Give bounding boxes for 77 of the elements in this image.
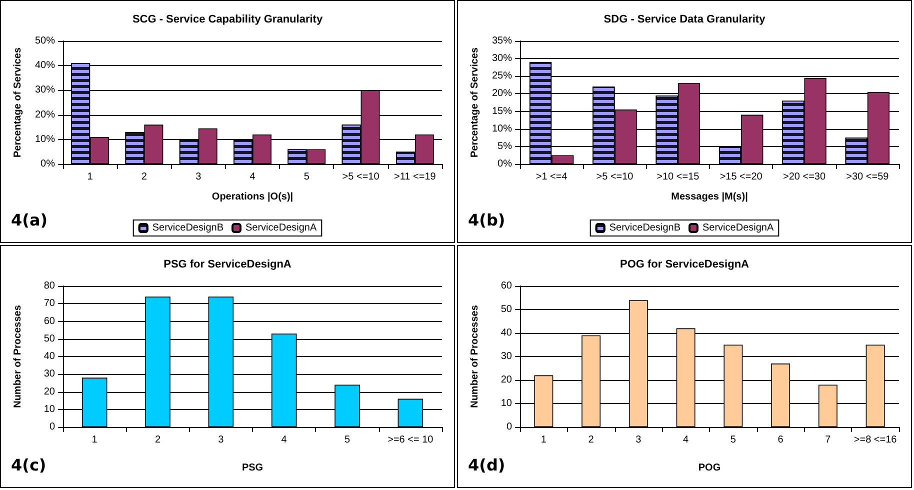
x-tick-label: >11 <=19: [394, 172, 436, 182]
y-tick-label: 40%: [34, 60, 56, 72]
y-tick-label: 10: [44, 404, 56, 415]
x-tick-label: >=6 <= 10: [388, 434, 434, 446]
y-tick-label: 10: [500, 398, 512, 409]
legend-label: ServiceDesignA: [246, 222, 317, 234]
y-tick-label: 15%: [492, 106, 512, 117]
x-tick-label: 3: [196, 172, 202, 182]
x-tick-label: 1: [92, 434, 98, 446]
y-axis-title: Percentage of Services: [470, 47, 480, 158]
chart-title: POG for ServiceDesignA: [620, 258, 750, 270]
legend-label: ServiceDesignA: [702, 222, 774, 234]
x-tick-label: >30 <=59: [846, 172, 890, 182]
x-tick-label: >=8 <=16: [854, 434, 898, 446]
y-tick-label: 20%: [34, 109, 56, 120]
y-tick-label: 60: [500, 280, 512, 292]
legend-label: ServiceDesignB: [609, 222, 681, 234]
y-tick-label: 5%: [498, 140, 512, 152]
y-tick-label: 30%: [34, 84, 56, 96]
y-tick-label: 0%: [40, 158, 56, 170]
x-tick-label: 4: [281, 434, 288, 446]
text: 4(d): [468, 456, 506, 474]
x-tick-label: >1 <=4: [536, 172, 568, 182]
y-tick-label: 40: [44, 351, 56, 362]
y-tick-label: 20: [500, 374, 512, 386]
y-tick-label: 0: [506, 422, 512, 432]
x-tick-label: 5: [344, 434, 350, 446]
x-tick-label: 2: [141, 172, 148, 182]
x-tick-label: 5: [730, 434, 736, 446]
x-tick-label: >15 <=20: [720, 172, 763, 182]
chart-title: PSG for ServiceDesignA: [164, 258, 292, 270]
y-tick-label: 70: [44, 298, 56, 310]
x-tick-label: 2: [154, 434, 161, 446]
y-tick-label: 80: [44, 280, 56, 292]
text: 4(b): [468, 210, 506, 230]
y-tick-label: 10%: [34, 134, 56, 145]
y-axis-title: Number of Processes: [470, 304, 480, 408]
chart-title: SCG - Service Capability Granularity: [132, 14, 324, 26]
y-tick-label: 30%: [492, 53, 512, 64]
x-tick-label: >10 <=15: [656, 172, 700, 182]
text: 4(c): [11, 456, 46, 474]
x-tick-label: >20 <=30: [782, 172, 826, 182]
x-tick-label: 1: [87, 172, 94, 182]
x-tick-label: 6: [778, 434, 784, 446]
x-axis-title: Messages |M(s)|: [671, 192, 748, 202]
x-tick-label: 5: [304, 172, 310, 182]
text: 4(a): [11, 210, 48, 230]
legend-label: ServiceDesignB: [152, 222, 224, 234]
y-tick-label: 10%: [492, 123, 512, 134]
x-tick-label: 3: [636, 434, 642, 446]
y-tick-label: 20%: [492, 88, 512, 100]
x-axis-title: Operations |O(s)|: [212, 192, 294, 202]
x-axis-title: POG: [698, 462, 721, 474]
y-tick-label: 25%: [492, 70, 512, 82]
y-axis-title: Percentage of Services: [12, 47, 24, 158]
x-tick-label: >5 <=10: [342, 172, 380, 182]
y-tick-label: 50: [500, 304, 512, 315]
x-tick-label: 7: [825, 434, 832, 446]
y-tick-label: 35%: [492, 36, 512, 46]
y-tick-label: 50: [44, 333, 56, 344]
x-tick-label: 1: [540, 434, 547, 446]
y-axis-title: Number of Processes: [12, 304, 24, 408]
x-tick-label: 2: [588, 434, 594, 446]
x-axis-title: PSG: [242, 462, 264, 474]
y-tick-label: 0%: [498, 158, 512, 170]
x-tick-label: >5 <=10: [596, 172, 634, 182]
y-tick-label: 60: [44, 316, 56, 327]
y-tick-label: 50%: [34, 36, 56, 46]
y-tick-label: 30: [500, 351, 512, 362]
x-tick-label: 3: [218, 434, 224, 446]
chart-title: SDG - Service Data Granularity: [604, 14, 766, 26]
x-tick-label: 4: [683, 434, 690, 446]
x-tick-label: 4: [250, 172, 256, 182]
y-tick-label: 0: [49, 422, 56, 432]
y-tick-label: 20: [44, 386, 56, 398]
y-tick-label: 40: [500, 328, 512, 338]
y-tick-label: 30: [44, 368, 56, 380]
